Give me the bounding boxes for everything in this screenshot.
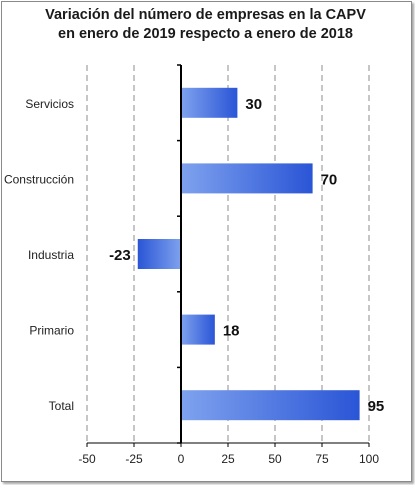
x-tick-label: 50 xyxy=(268,452,282,466)
labels: Servicios 30 Construcción 70 Industria -23 Pri… xyxy=(4,96,384,466)
data-label: 95 xyxy=(368,398,385,415)
data-label: 18 xyxy=(223,323,240,340)
data-label: 30 xyxy=(245,96,262,113)
chart-title-line-1: Variación del número de empresas en la C… xyxy=(45,7,366,23)
category-label: Servicios xyxy=(25,97,74,111)
x-tick-label: -50 xyxy=(78,452,96,466)
bars xyxy=(137,87,360,421)
data-label: 70 xyxy=(321,171,338,188)
bar xyxy=(137,239,181,269)
x-tick-label: 100 xyxy=(359,452,379,466)
bar xyxy=(181,390,360,421)
chart-title: Variación del número de empresas en la C… xyxy=(0,6,411,44)
x-tick-label: 0 xyxy=(178,452,185,466)
category-label: Total xyxy=(49,399,74,413)
x-tick-label: 75 xyxy=(315,452,329,466)
axes xyxy=(86,64,370,447)
category-label: Primario xyxy=(29,324,74,338)
chart-title-line-2: en enero de 2019 respecto a enero de 201… xyxy=(58,26,353,42)
bar xyxy=(181,163,313,194)
data-label: -23 xyxy=(109,247,131,264)
x-tick-label: -25 xyxy=(125,452,143,466)
bar xyxy=(181,87,238,118)
category-label: Industria xyxy=(28,248,74,262)
category-label: Construcción xyxy=(4,172,74,186)
x-tick-label: 25 xyxy=(221,452,235,466)
grid-lines xyxy=(86,65,370,443)
bar xyxy=(181,314,215,345)
